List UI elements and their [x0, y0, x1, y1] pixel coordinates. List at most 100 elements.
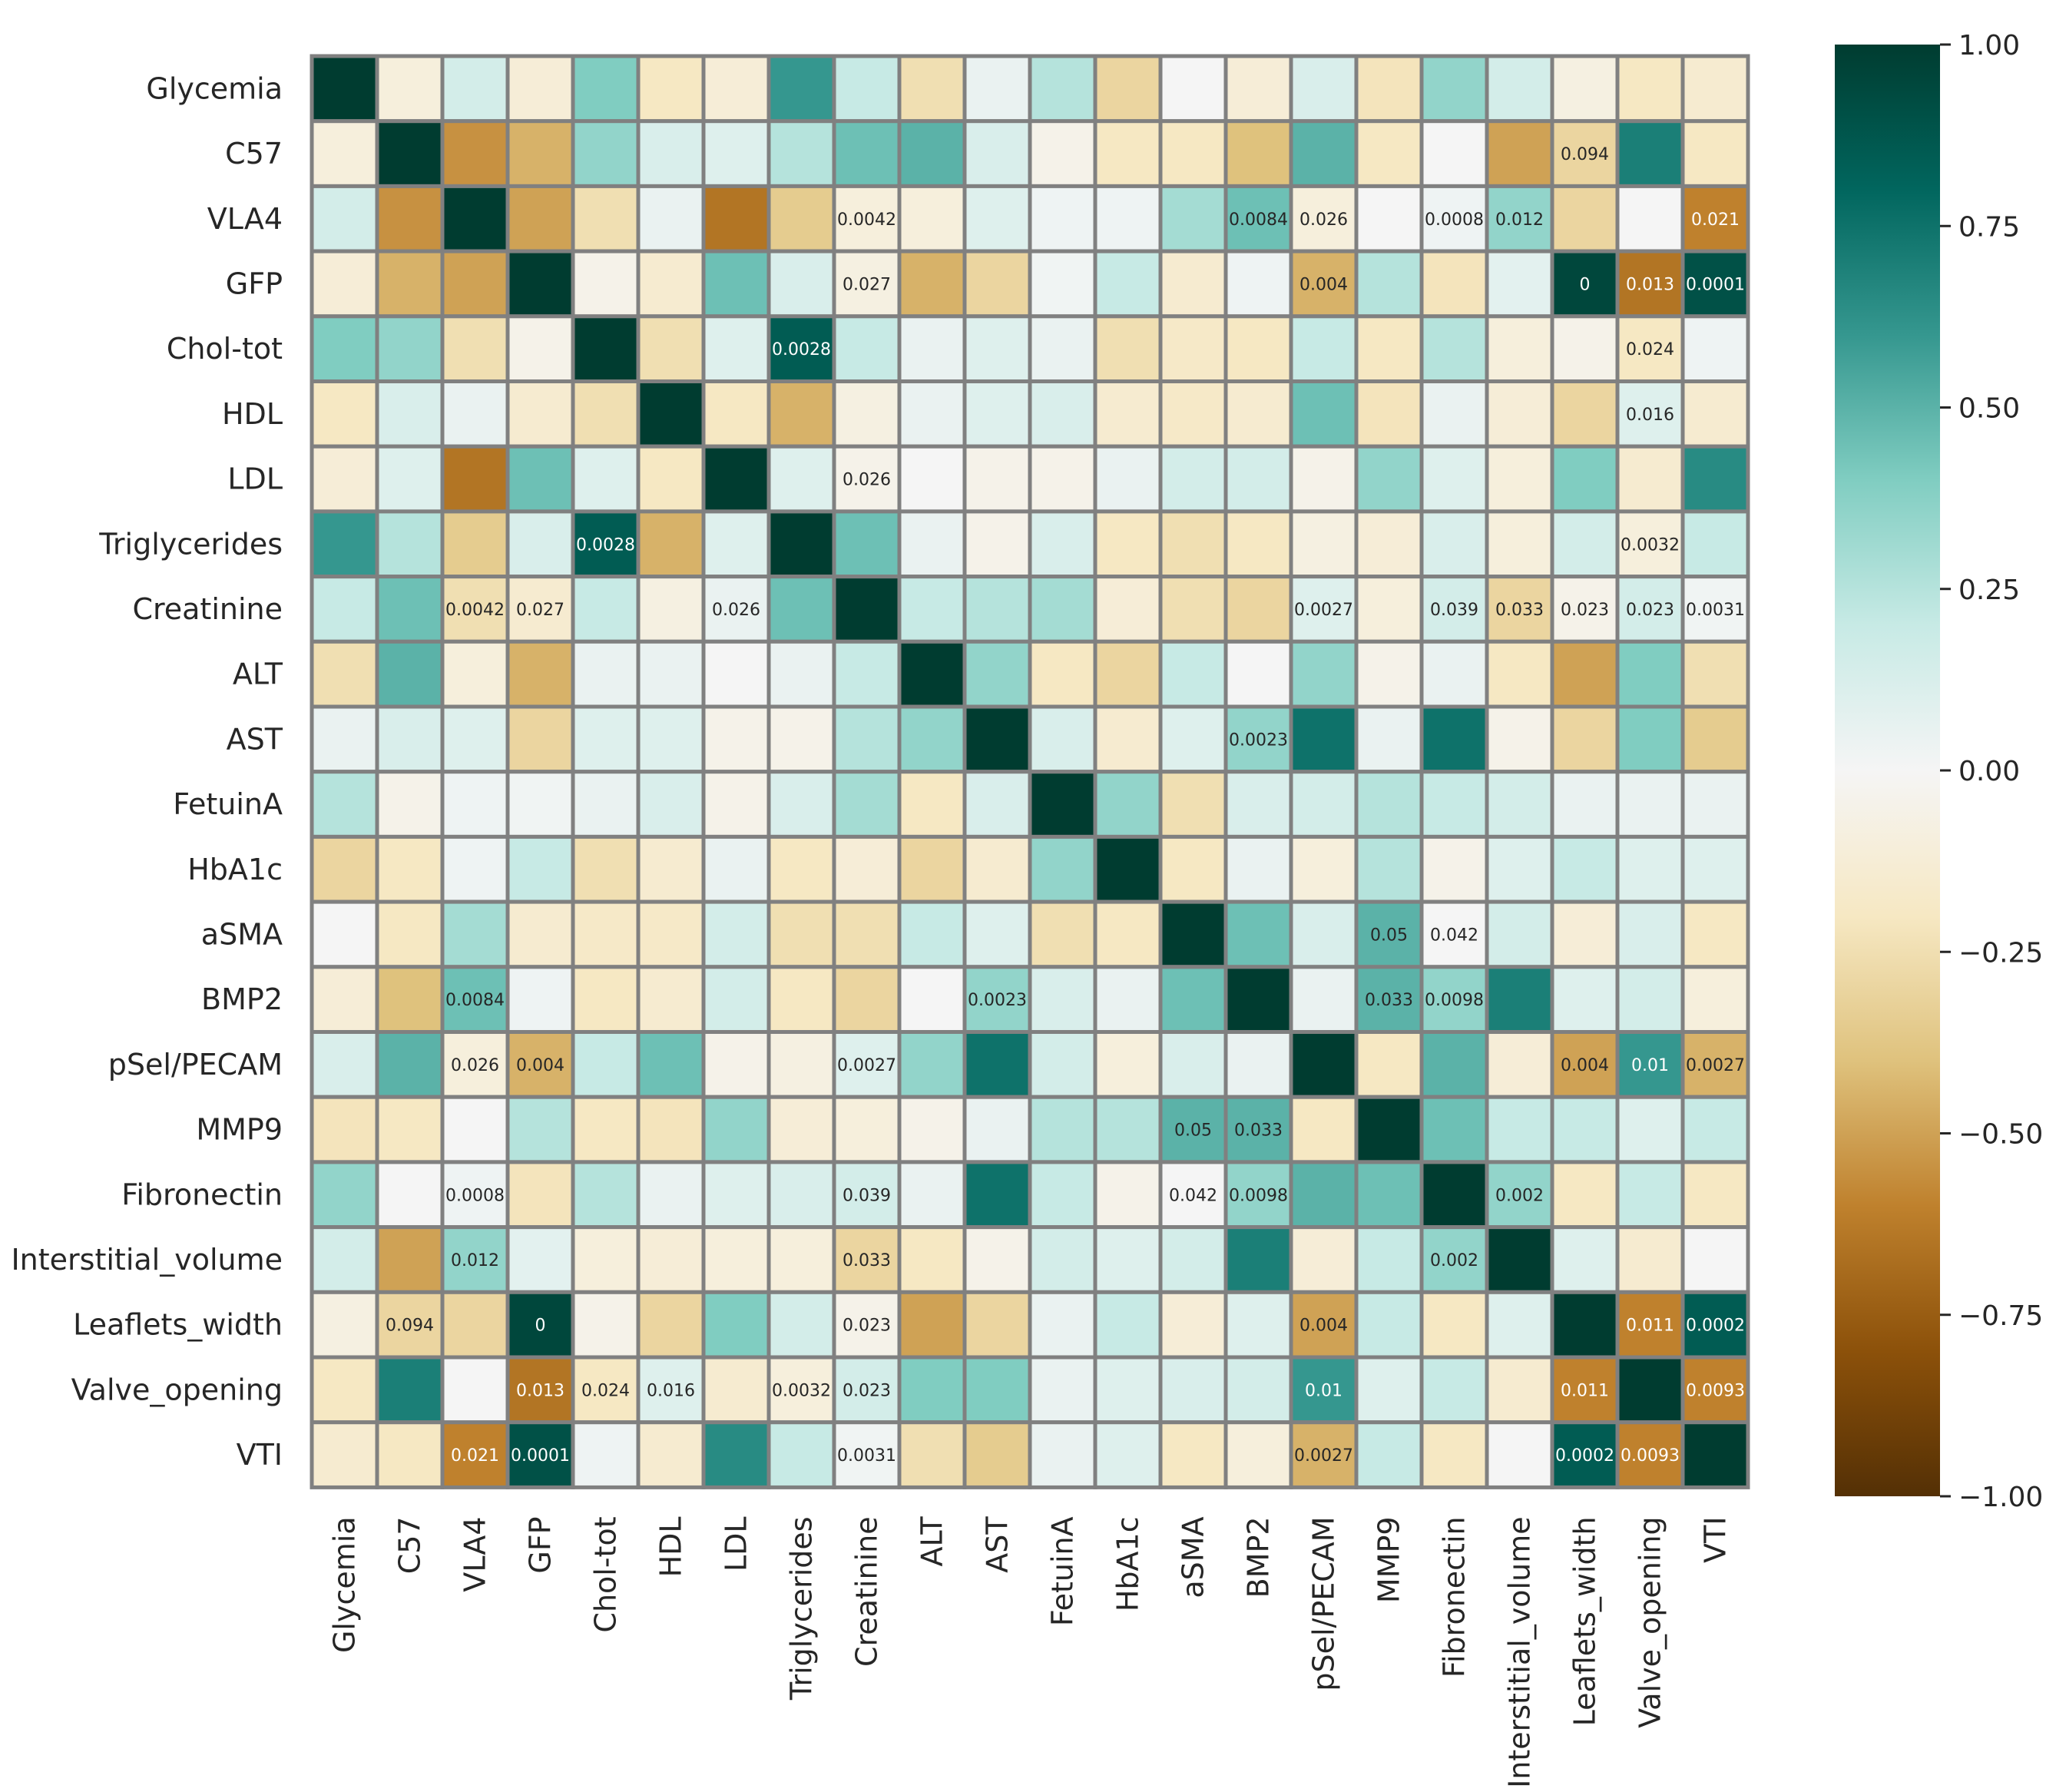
- heatmap-cell: [571, 575, 641, 644]
- heatmap-cell: [1354, 379, 1424, 449]
- heatmap-cell: [440, 1355, 510, 1425]
- heatmap-cell: [897, 54, 967, 124]
- heatmap-cell: [1615, 965, 1685, 1035]
- heatmap-cell: [1223, 119, 1293, 188]
- heatmap-cell: [1028, 1355, 1097, 1425]
- heatmap-cell: [636, 1420, 706, 1489]
- cell-annotation: 0.013: [516, 1381, 564, 1400]
- heatmap-cell: [1419, 1160, 1489, 1230]
- x-tick-label: LDL: [720, 1516, 753, 1572]
- heatmap-cell: [832, 965, 902, 1035]
- heatmap-cell: [1093, 509, 1163, 579]
- heatmap-cell: [1223, 509, 1293, 579]
- cell-annotation: 0.0002: [1686, 1317, 1745, 1336]
- cell-annotation: 0.0002: [1555, 1446, 1614, 1466]
- cell-annotation: 0.026: [843, 471, 891, 490]
- heatmap-cell: [571, 1030, 641, 1099]
- cell-annotation: 0.004: [1299, 275, 1348, 294]
- heatmap-cell: [571, 1225, 641, 1294]
- heatmap-cell: [832, 314, 902, 383]
- x-tick-label: Leaflets_width: [1568, 1516, 1602, 1726]
- heatmap-cell: [962, 770, 1032, 839]
- colorbar-gradient: [1835, 45, 1940, 1496]
- heatmap-cell: [1615, 184, 1685, 253]
- heatmap-cell: [636, 184, 706, 253]
- heatmap-cell: [505, 834, 575, 904]
- heatmap-cell: [1419, 119, 1489, 188]
- heatmap-cell: [832, 639, 902, 709]
- heatmap-cell: [1093, 965, 1163, 1035]
- cell-annotation: 0.033: [843, 1251, 891, 1270]
- heatmap-cell: [636, 639, 706, 709]
- heatmap-cell: [310, 1355, 379, 1425]
- x-tick-label: BMP2: [1242, 1516, 1276, 1598]
- heatmap-cell: [766, 770, 836, 839]
- cell-annotation: 0.0023: [1229, 730, 1288, 750]
- heatmap-cell: [636, 54, 706, 124]
- heatmap-cell: [1093, 444, 1163, 514]
- heatmap-cell: [766, 444, 836, 514]
- heatmap-cell: [375, 1290, 445, 1360]
- heatmap-cell: [1354, 1225, 1424, 1294]
- heatmap-cell: [1615, 1355, 1685, 1425]
- heatmap-cell: [310, 379, 379, 449]
- heatmap-cell: [962, 834, 1032, 904]
- colorbar-tick-label: 1.00: [1958, 30, 2020, 61]
- heatmap-cell: [310, 834, 379, 904]
- x-tick-label: aSMA: [1177, 1516, 1210, 1598]
- cell-annotation: 0.05: [1174, 1121, 1212, 1141]
- heatmap-cell: [701, 444, 771, 514]
- heatmap-cell: [897, 444, 967, 514]
- cell-annotation: 0.0023: [968, 991, 1027, 1010]
- cell-annotation: 0.0001: [1686, 275, 1745, 294]
- y-tick-label: VTI: [237, 1438, 283, 1472]
- y-tick-label: aSMA: [201, 917, 283, 951]
- heatmap-cell: [1680, 444, 1750, 514]
- heatmap-cell: [1223, 314, 1293, 383]
- heatmap-cell: [701, 509, 771, 579]
- heatmap-cell: [636, 704, 706, 774]
- heatmap-cell: [766, 1290, 836, 1360]
- heatmap-cell: [375, 1095, 445, 1164]
- heatmap-cell: [897, 1225, 967, 1294]
- cell-annotation: 0.027: [516, 601, 564, 620]
- cell-annotation: 0.0027: [1294, 1446, 1353, 1466]
- y-tick-label: Leaflets_width: [73, 1308, 283, 1342]
- heatmap-cell: [1550, 770, 1620, 839]
- heatmap-cell: [832, 119, 902, 188]
- cell-annotation: 0.024: [581, 1381, 630, 1400]
- heatmap-cell: [701, 965, 771, 1035]
- heatmap-cell: [1419, 1420, 1489, 1489]
- heatmap-cell: [1680, 704, 1750, 774]
- cell-annotation: 0.011: [1626, 1317, 1674, 1336]
- heatmap-cell: [440, 184, 510, 253]
- heatmap-cell: [1289, 770, 1359, 839]
- heatmap-cell: [505, 639, 575, 709]
- heatmap-cell: [310, 575, 379, 644]
- cell-annotation: 0.039: [843, 1186, 891, 1205]
- heatmap-cell: [1485, 965, 1554, 1035]
- heatmap-cell: [1550, 444, 1620, 514]
- heatmap-cell: [1289, 1030, 1359, 1099]
- heatmap-cell: [1419, 379, 1489, 449]
- heatmap-cell: [1223, 1225, 1293, 1294]
- x-tick-label: Triglycerides: [785, 1516, 819, 1701]
- heatmap-cell: [571, 1420, 641, 1489]
- heatmap-cell: [375, 1420, 445, 1489]
- x-tick-label: VTI: [1699, 1516, 1733, 1562]
- heatmap-cell: [1289, 54, 1359, 124]
- heatmap-cell: [701, 1355, 771, 1425]
- x-tick-label: HDL: [654, 1516, 688, 1577]
- heatmap-cell: [1550, 379, 1620, 449]
- heatmap-cell: [1289, 379, 1359, 449]
- heatmap-cell: [1028, 899, 1097, 969]
- heatmap-cell: [1550, 1290, 1620, 1360]
- colorbar-tick-label: −0.25: [1958, 937, 2043, 969]
- heatmap-cell: [766, 639, 836, 709]
- heatmap-cell: [1093, 1030, 1163, 1099]
- heatmap-cell: [1419, 639, 1489, 709]
- heatmap-cell: [440, 54, 510, 124]
- heatmap-cell: [310, 899, 379, 969]
- heatmap-cell: [832, 249, 902, 319]
- x-tick-label: Fibronectin: [1438, 1516, 1472, 1678]
